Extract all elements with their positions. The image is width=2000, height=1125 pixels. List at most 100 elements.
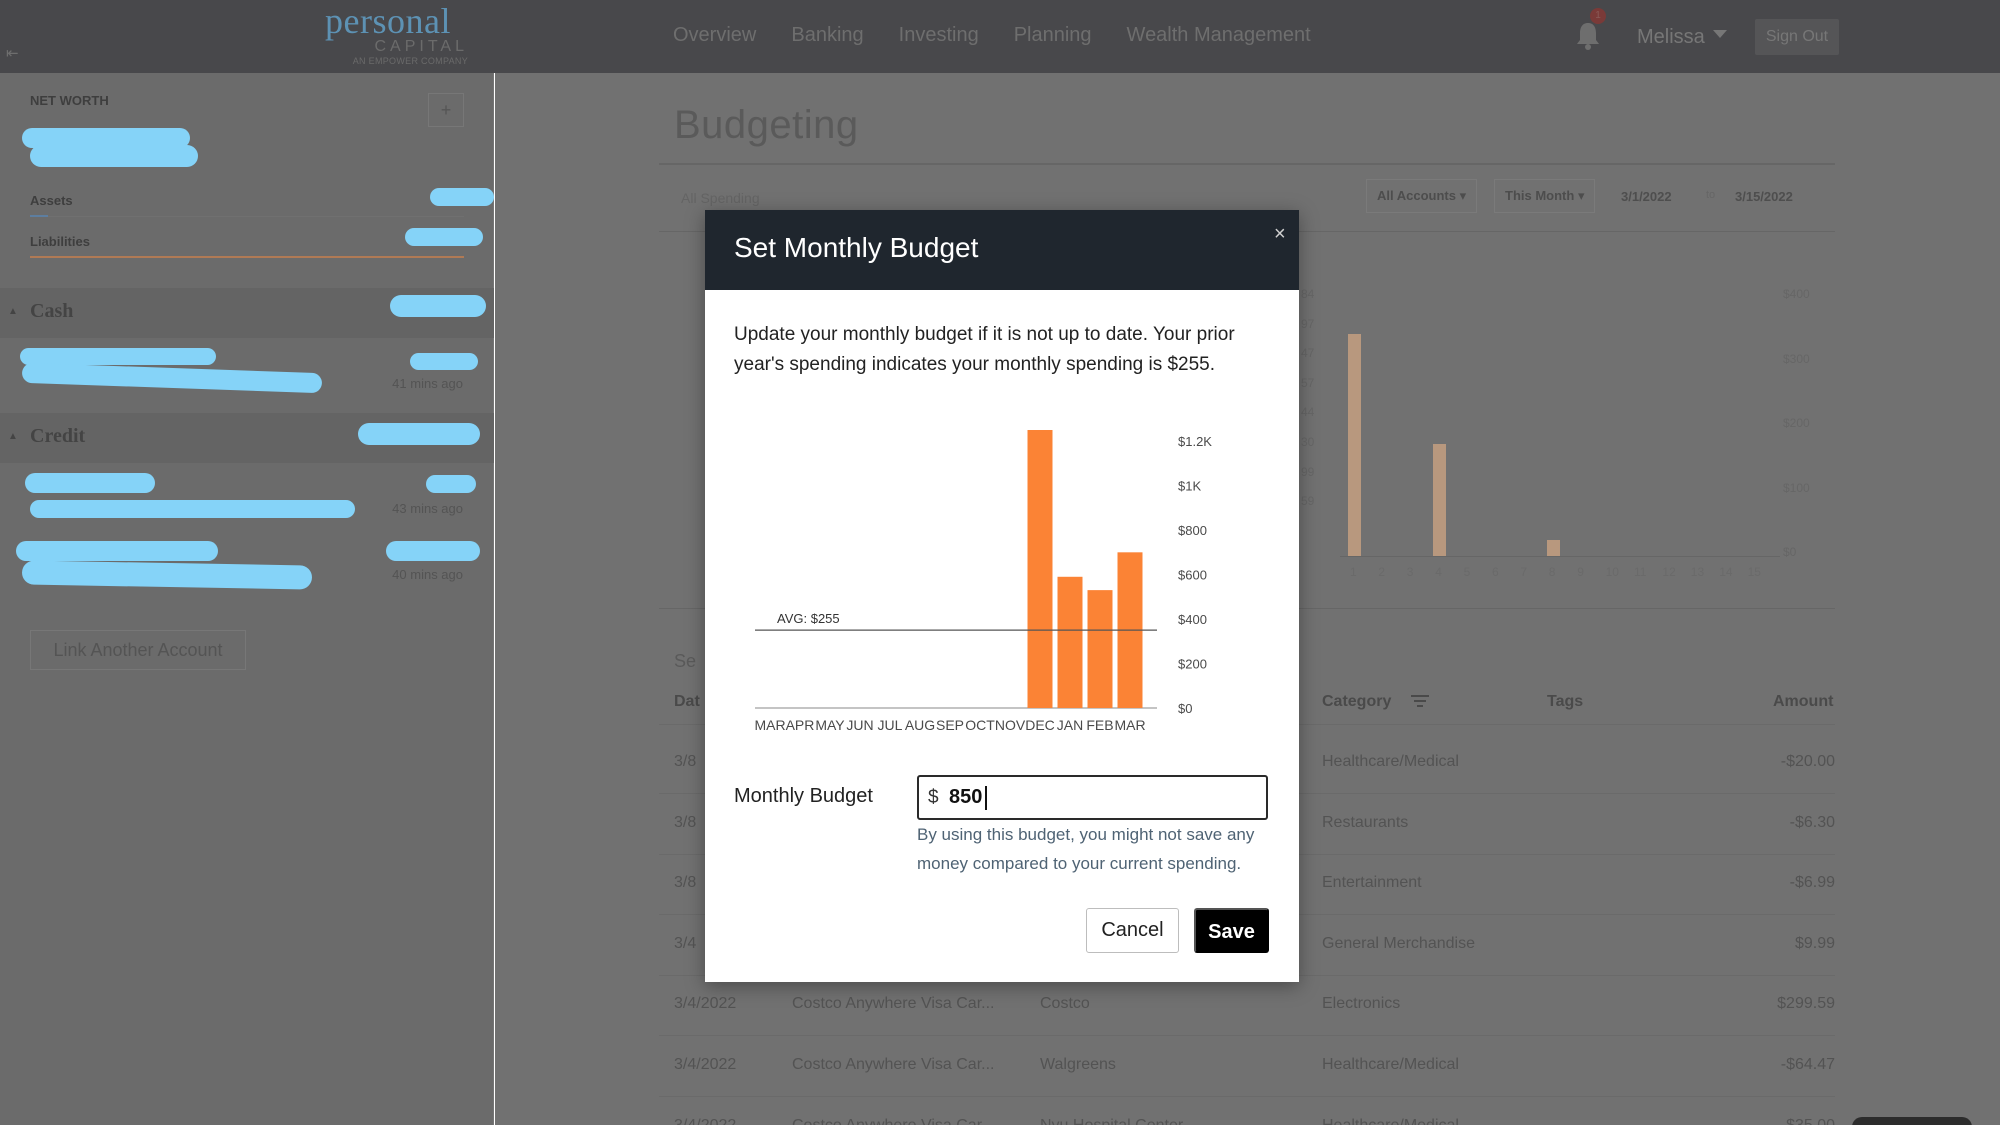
tx-amount: $299.59 — [1777, 995, 1835, 1013]
redaction — [21, 560, 313, 590]
chart-y-tick: $800 — [1178, 523, 1207, 538]
page-title: Budgeting — [674, 103, 859, 147]
save-button[interactable]: Save — [1194, 908, 1269, 953]
tx-category[interactable]: Electronics — [1322, 995, 1401, 1013]
tx-date: 3/4 — [674, 934, 697, 952]
dialog-header: Set Monthly Budget × — [705, 210, 1299, 290]
bg-chart-x-tick: 3 — [1406, 565, 1414, 579]
chat-widget-button[interactable] — [1852, 1117, 1972, 1125]
close-icon[interactable]: × — [1274, 223, 1286, 245]
tx-amount: -$20.00 — [1780, 753, 1835, 770]
date-to-input[interactable]: 3/15/2022 — [1735, 189, 1793, 204]
bg-chart-bar — [1348, 333, 1361, 556]
chart-x-tick: JAN — [1057, 717, 1083, 733]
period-dropdown[interactable]: This Month ▾ — [1494, 179, 1596, 213]
bg-chart-x-tick: 15 — [1747, 565, 1761, 579]
link-another-account-button[interactable]: Link Another Account — [30, 630, 246, 670]
bg-chart-left-tick: 97 — [1301, 316, 1315, 331]
nav-overview[interactable]: Overview — [673, 24, 757, 46]
bg-chart-x-tick: 7 — [1520, 565, 1528, 579]
nav-banking[interactable]: Banking — [791, 24, 864, 46]
nav-planning[interactable]: Planning — [1013, 24, 1092, 46]
tx-category[interactable]: General Merchandise — [1322, 934, 1475, 952]
chart-y-tick: $0 — [1178, 701, 1192, 716]
brand-logo[interactable]: personal CAPITAL AN EMPOWER COMPANY — [308, 3, 468, 67]
monthly-budget-field[interactable]: $ — [917, 775, 1268, 820]
nav-investing[interactable]: Investing — [898, 24, 979, 46]
bg-chart-left-tick: 84 — [1301, 287, 1315, 301]
chart-y-tick: $1K — [1178, 479, 1201, 494]
logo-subtitle: CAPITAL — [374, 38, 468, 55]
dialog-description: Update your monthly budget if it is not … — [734, 324, 1235, 375]
chart-x-tick: MAR — [754, 717, 785, 733]
collapse-sidebar-icon[interactable]: ⇤ — [6, 45, 19, 62]
accounts-dropdown-label: All Accounts — [1377, 188, 1456, 203]
chevron-down-icon[interactable] — [1713, 30, 1727, 38]
add-account-button[interactable]: + — [428, 93, 464, 127]
tx-date: 3/4/2022 — [674, 1117, 736, 1125]
divider — [659, 163, 1835, 165]
section-title: Cash — [30, 300, 74, 322]
tx-category[interactable]: Healthcare/Medical — [1322, 753, 1459, 770]
chart-x-tick: SEP — [936, 717, 964, 733]
bg-chart-x-tick: 8 — [1548, 565, 1556, 579]
user-menu[interactable]: Melissa — [1637, 26, 1705, 48]
chart-x-tick: FEB — [1086, 717, 1113, 733]
section-title: Credit — [30, 425, 86, 447]
liabilities-label[interactable]: Liabilities — [30, 234, 90, 249]
tx-date: 3/8 — [674, 753, 697, 770]
tx-category[interactable]: Healthcare/Medical — [1322, 1056, 1459, 1073]
tx-amount: -$64.47 — [1780, 1056, 1835, 1073]
redaction — [20, 348, 216, 365]
redaction — [21, 362, 323, 394]
liabilities-bar — [30, 256, 464, 258]
account-updated-time: 40 mins ago — [392, 567, 463, 582]
assets-label[interactable]: Assets — [30, 193, 73, 208]
tx-category[interactable]: Entertainment — [1322, 874, 1422, 892]
bg-chart-y-tick: $100 — [1783, 480, 1810, 495]
tx-account: Costco Anywhere Visa Car... — [792, 1117, 994, 1125]
spending-filter-label[interactable]: All Spending — [681, 190, 760, 206]
bg-chart-x-tick: 13 — [1690, 565, 1705, 579]
column-header-amount[interactable]: Amount — [1773, 693, 1834, 710]
column-header-category[interactable]: Category — [1322, 693, 1392, 710]
bell-icon[interactable] — [1574, 20, 1602, 50]
tx-account: Costco Anywhere Visa Car... — [792, 1056, 995, 1073]
chart-x-tick: JUL — [878, 717, 903, 733]
column-header-date[interactable]: Dat — [674, 693, 700, 710]
net-worth-label: NET WORTH — [30, 93, 109, 108]
sign-out-button[interactable]: Sign Out — [1755, 19, 1839, 55]
tx-category[interactable]: Healthcare/Medical — [1322, 1117, 1459, 1125]
chart-x-tick: OCT — [965, 717, 995, 733]
redaction — [410, 353, 478, 370]
bg-chart-x-tick: 12 — [1662, 565, 1676, 579]
date-from-input[interactable]: 3/1/2022 — [1621, 189, 1672, 204]
cancel-button[interactable]: Cancel — [1086, 908, 1179, 953]
redaction — [405, 228, 483, 246]
dialog-title: Set Monthly Budget — [734, 232, 979, 263]
notification-badge: 1 — [1590, 8, 1606, 24]
column-header-tags[interactable]: Tags — [1547, 693, 1584, 710]
row-divider — [659, 1035, 1835, 1037]
bg-chart-left-tick: 59 — [1301, 494, 1315, 509]
tx-category[interactable]: Restaurants — [1322, 813, 1409, 831]
chart-y-tick: $1.2K — [1178, 434, 1212, 449]
bg-chart-x-tick: 11 — [1634, 565, 1647, 579]
tx-date: 3/4/2022 — [674, 995, 737, 1013]
chart-bar — [1027, 430, 1053, 708]
nav-wealth-management[interactable]: Wealth Management — [1126, 24, 1311, 46]
bg-chart-left-tick: 44 — [1301, 405, 1315, 420]
monthly-budget-input[interactable] — [949, 786, 1249, 809]
chart-x-tick: DEC — [1025, 717, 1055, 733]
tx-description: Costco — [1040, 995, 1090, 1013]
chart-bar — [1057, 576, 1083, 708]
redaction — [16, 541, 218, 561]
collapse-caret-icon[interactable]: ▲ — [8, 431, 18, 442]
filter-icon[interactable] — [1411, 694, 1429, 708]
set-monthly-budget-dialog: Set Monthly Budget × Update your monthly… — [705, 210, 1299, 982]
bg-chart-x-tick: 9 — [1577, 565, 1584, 579]
accounts-dropdown[interactable]: All Accounts ▾ — [1366, 179, 1478, 213]
bg-chart-left-tick: 57 — [1301, 375, 1315, 390]
collapse-caret-icon[interactable]: ▲ — [8, 306, 18, 317]
budget-hint: By using this budget, you might not save… — [917, 825, 1255, 873]
